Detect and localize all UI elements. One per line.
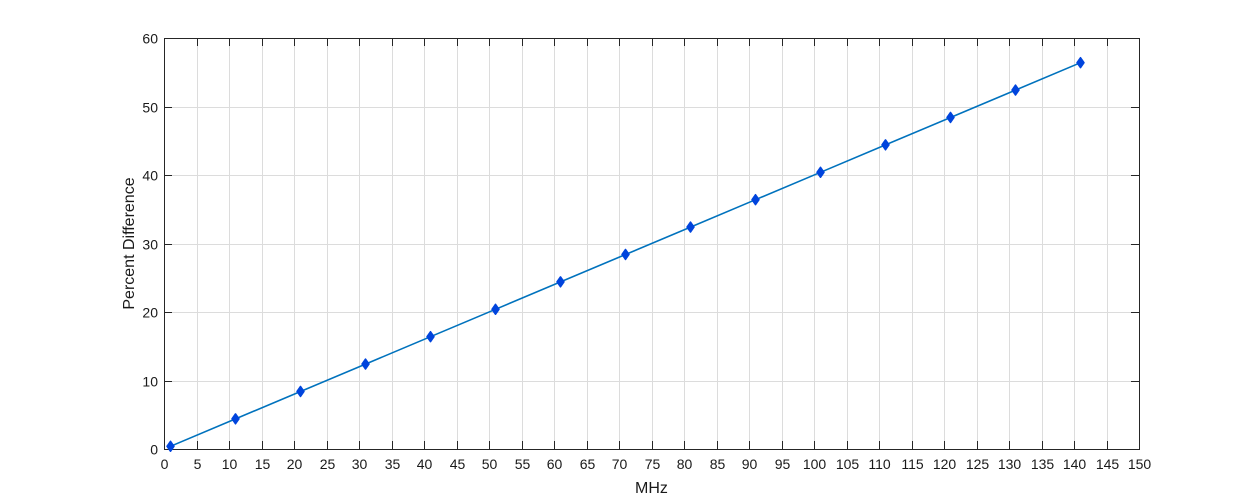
x-tick-label: 45 — [450, 456, 466, 472]
data-point-marker — [556, 276, 565, 288]
y-tick-label: 30 — [142, 237, 158, 253]
x-tick-label: 125 — [966, 456, 990, 472]
x-tick-label: 5 — [194, 456, 202, 472]
x-tick-label: 110 — [868, 456, 891, 472]
labels: MHz Percent Difference 0 5 10 15 20 25 30 35 40 4… — [121, 31, 1151, 498]
data-point-marker — [686, 221, 695, 233]
x-tick-label: 10 — [222, 456, 238, 472]
x-tick-label: 140 — [1063, 456, 1087, 472]
x-tick-label: 120 — [933, 456, 957, 472]
data-point-marker — [1076, 56, 1085, 69]
x-tick-label: 65 — [580, 456, 596, 472]
x-tick-label: 35 — [385, 456, 401, 472]
x-tick-label: 115 — [901, 456, 924, 472]
x-tick-label: 130 — [998, 456, 1022, 472]
x-tick-label: 40 — [417, 456, 433, 472]
data-point-marker — [816, 166, 825, 179]
data-point-marker — [426, 330, 435, 343]
x-tick-label: 100 — [803, 456, 827, 472]
data-point-marker — [1011, 84, 1020, 96]
x-tick-label: 75 — [645, 456, 661, 472]
y-tick-label: 40 — [142, 168, 158, 184]
x-tick-label: 25 — [320, 456, 336, 472]
y-axis-label: Percent Difference — [121, 177, 138, 309]
data-point-marker — [751, 193, 760, 206]
x-tick-label: 90 — [742, 456, 758, 472]
y-tick-label: 10 — [142, 374, 158, 390]
data-point-marker — [361, 358, 370, 370]
x-tick-label: 50 — [482, 456, 498, 472]
x-tick-label: 95 — [775, 456, 791, 472]
x-tick-label: 85 — [710, 456, 726, 472]
data-point-marker — [491, 303, 500, 316]
x-tick-label: 80 — [677, 456, 693, 472]
x-tick-label: 15 — [255, 456, 271, 472]
data-point-marker — [231, 413, 240, 425]
y-tick-label: 0 — [150, 442, 158, 458]
data-point-marker — [946, 111, 955, 124]
x-tick-label: 70 — [612, 456, 628, 472]
data-point-marker — [881, 139, 890, 151]
axes — [164, 38, 1140, 450]
series — [166, 56, 1085, 453]
data-point-marker — [296, 385, 305, 398]
y-tick-label: 20 — [142, 305, 158, 321]
data-point-marker — [166, 440, 175, 453]
x-tick-label: 0 — [161, 456, 169, 472]
x-tick-label: 135 — [1031, 456, 1055, 472]
x-tick-label: 20 — [287, 456, 303, 472]
y-tick-label: 50 — [142, 100, 158, 116]
x-tick-label: 30 — [352, 456, 368, 472]
x-tick-label: 150 — [1128, 456, 1152, 472]
y-tick-label: 60 — [142, 31, 158, 47]
x-tick-label: 105 — [836, 456, 860, 472]
data-point-marker — [621, 248, 630, 261]
x-tick-label: 60 — [547, 456, 563, 472]
x-axis-label: MHz — [635, 480, 668, 497]
x-tick-label: 145 — [1096, 456, 1120, 472]
x-tick-label: 55 — [515, 456, 531, 472]
